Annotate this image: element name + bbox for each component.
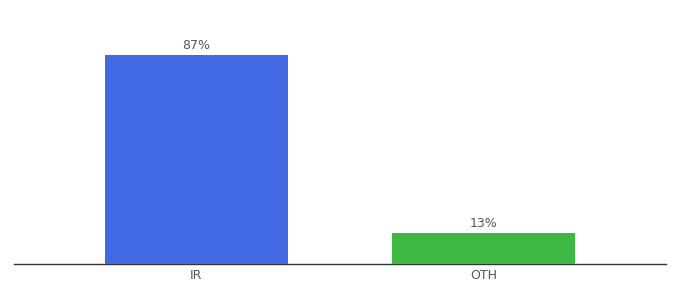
Text: 87%: 87% [182, 39, 210, 52]
Bar [105, 55, 288, 264]
Bar [392, 233, 575, 264]
Text: 13%: 13% [470, 217, 498, 230]
